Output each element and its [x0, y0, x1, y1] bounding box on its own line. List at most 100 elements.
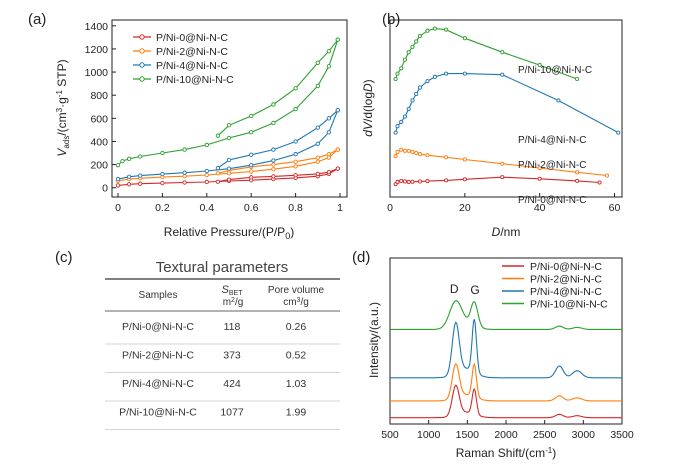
data-point	[293, 159, 298, 164]
legend-d: P/Ni-0@Ni-N-CP/Ni-2@Ni-N-CP/Ni-4@Ni-N-CP…	[502, 261, 608, 311]
legend-marker	[139, 76, 145, 82]
x-tick-label-b: 20	[459, 202, 471, 214]
x-tick-label-a: 0.6	[244, 202, 259, 214]
adsorption-line	[117, 39, 339, 166]
data-point	[293, 139, 298, 144]
annotation-g-band: G	[470, 283, 479, 297]
data-point	[414, 39, 419, 44]
data-point	[402, 179, 408, 184]
data-point	[215, 171, 221, 176]
y-tick-label-a: 800	[90, 90, 108, 102]
data-point	[402, 114, 408, 119]
x-tick-label-d: 2000	[494, 429, 518, 441]
data-point	[432, 26, 437, 31]
data-point	[414, 91, 419, 97]
y-tick-label-a: 600	[90, 113, 108, 125]
x-tick-label-d: 3000	[572, 429, 596, 441]
data-point	[462, 177, 467, 182]
data-point	[315, 125, 320, 130]
data-point	[315, 159, 320, 164]
data-point	[417, 179, 422, 184]
data-point	[126, 156, 132, 161]
data-point	[326, 49, 332, 54]
data-point	[226, 123, 232, 128]
data-point	[182, 174, 187, 179]
data-point	[126, 182, 132, 187]
plot-frame-b	[389, 19, 623, 198]
data-point	[399, 147, 404, 152]
data-point	[597, 180, 602, 185]
data-point	[417, 34, 422, 39]
raman-spectrum	[390, 362, 622, 402]
table-cell: 118	[224, 321, 241, 333]
data-point	[226, 157, 232, 163]
data-point	[604, 173, 610, 178]
data-point	[417, 85, 422, 90]
data-point	[293, 152, 298, 157]
data-point	[182, 180, 187, 185]
y-axis-title-d: Intensity/(a.u.)	[367, 302, 381, 378]
data-point	[500, 50, 505, 55]
table-cell: 373	[223, 350, 241, 362]
y-axis-title-a: Vads/(cm3·g-1 STP)	[55, 59, 71, 156]
data-point	[406, 50, 411, 55]
x-axis-title-d: Raman Shift/(cm-1)	[456, 446, 556, 460]
data-point	[425, 79, 430, 84]
data-point	[462, 36, 467, 41]
data-point	[315, 171, 320, 177]
raman-spectrum	[390, 300, 622, 330]
panel-label-d: (d)	[352, 249, 370, 266]
data-point	[115, 183, 121, 188]
data-point	[249, 152, 254, 157]
data-point	[393, 130, 398, 135]
table-rows: P/Ni-0@Ni-N-C 118 0.26 P/Ni-2@Ni-N-C 373 0.52…	[105, 321, 340, 430]
panel-b: (b) 0 20 40 60 P/Ni-0@Ni-N-CP/Ni-2@Ni-N-CP/…	[361, 11, 623, 239]
data-point	[444, 155, 449, 160]
data-point	[575, 178, 580, 183]
data-point	[402, 57, 408, 62]
legend-a: P/Ni-0@Ni-N-C P/Ni-2@Ni-N-C P/Ni-4@Ni-N-C P…	[133, 32, 234, 86]
data-point	[293, 106, 298, 112]
data-point	[410, 179, 415, 184]
table-cell: 424	[223, 378, 241, 390]
data-point	[575, 170, 580, 175]
data-point	[326, 169, 332, 175]
data-point	[226, 135, 232, 141]
data-point	[226, 177, 232, 182]
y-tick-label-a: 0	[102, 183, 108, 195]
raman-spectrum	[390, 319, 622, 379]
ticks-d: 500 1000 1500 2000 2500 3000 3500	[381, 420, 634, 441]
legend-entry: P/Ni-4@Ni-N-C	[156, 60, 228, 72]
curve-label: P/Ni-10@Ni-N-C	[518, 65, 592, 76]
data-point	[315, 83, 320, 89]
desorption-line	[217, 39, 339, 137]
data-point	[293, 86, 298, 91]
data-point	[326, 130, 332, 135]
data-point	[271, 147, 276, 152]
curve-label: P/Ni-4@Ni-N-C	[518, 135, 586, 146]
curve-label: P/Ni-0@Ni-N-C	[518, 195, 586, 206]
data-point	[138, 181, 143, 186]
data-point	[500, 161, 505, 166]
desorption-line	[217, 109, 339, 169]
data-point	[204, 168, 209, 174]
table-header-pore-volume: Pore volume	[268, 285, 325, 296]
legend-marker	[139, 62, 145, 68]
data-point	[160, 171, 165, 177]
y-tick-label-a: 1400	[85, 21, 109, 33]
x-tick-label-b: 60	[609, 202, 621, 214]
table-cell: P/Ni-10@Ni-N-C	[119, 407, 197, 419]
data-point	[204, 172, 209, 178]
data-point	[395, 179, 400, 185]
x-tick-label-a: 1	[337, 202, 343, 214]
pore-size-line	[395, 73, 619, 134]
data-point	[271, 174, 276, 179]
y-tick-label-a: 1200	[85, 44, 109, 56]
data-point	[271, 162, 276, 167]
data-point	[249, 169, 254, 174]
data-point	[215, 179, 221, 184]
table-cell: 1077	[220, 407, 244, 419]
data-point	[410, 149, 415, 154]
